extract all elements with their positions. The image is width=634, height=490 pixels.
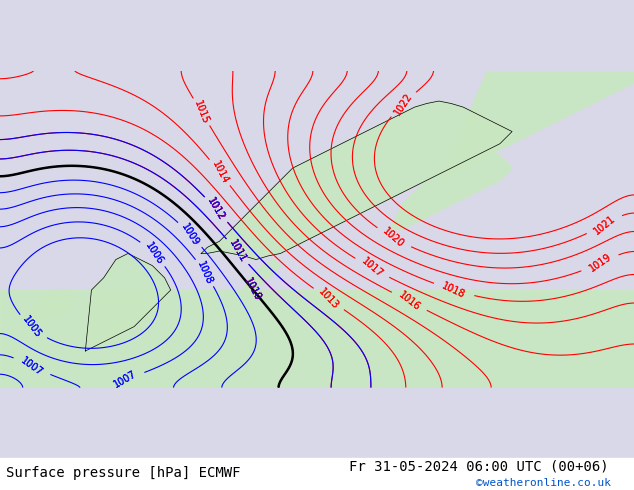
Polygon shape <box>24 290 73 327</box>
Text: 1011: 1011 <box>227 239 248 265</box>
Text: 1021: 1021 <box>592 213 617 236</box>
Text: 1010: 1010 <box>242 276 262 302</box>
Text: 1012: 1012 <box>205 196 227 222</box>
Text: 1016: 1016 <box>396 290 422 313</box>
Text: 1017: 1017 <box>359 256 385 280</box>
Text: 1015: 1015 <box>192 98 210 125</box>
Text: 1008: 1008 <box>195 260 214 286</box>
Text: Surface pressure [hPa] ECMWF: Surface pressure [hPa] ECMWF <box>6 466 241 480</box>
Text: 1013: 1013 <box>316 287 340 312</box>
Text: 1007: 1007 <box>19 355 45 377</box>
Text: 1020: 1020 <box>381 226 406 250</box>
Polygon shape <box>390 150 512 229</box>
Polygon shape <box>0 290 634 388</box>
Text: 1005: 1005 <box>20 314 43 340</box>
Text: 1020: 1020 <box>381 226 406 250</box>
Polygon shape <box>439 71 634 180</box>
Text: 1010: 1010 <box>242 276 262 302</box>
Polygon shape <box>86 253 171 351</box>
Text: 1006: 1006 <box>143 241 165 267</box>
Text: 1016: 1016 <box>396 290 422 313</box>
Text: 1014: 1014 <box>210 159 230 186</box>
Text: 1015: 1015 <box>192 98 210 125</box>
Text: 1007: 1007 <box>19 355 45 377</box>
Text: 1018: 1018 <box>441 280 467 300</box>
Text: 1008: 1008 <box>195 260 214 286</box>
Text: 1014: 1014 <box>210 159 230 186</box>
Polygon shape <box>201 101 512 260</box>
Text: 1009: 1009 <box>179 221 201 247</box>
Text: 1022: 1022 <box>392 91 414 117</box>
Text: 1007: 1007 <box>112 369 138 390</box>
Text: 1017: 1017 <box>359 256 385 280</box>
Text: 1006: 1006 <box>143 241 165 267</box>
Text: ©weatheronline.co.uk: ©weatheronline.co.uk <box>476 478 611 488</box>
Polygon shape <box>244 260 280 290</box>
Text: Fr 31-05-2024 06:00 UTC (00+06): Fr 31-05-2024 06:00 UTC (00+06) <box>349 460 609 473</box>
Text: 1011: 1011 <box>227 239 248 265</box>
Text: 1021: 1021 <box>592 213 617 236</box>
Text: 1013: 1013 <box>316 287 340 312</box>
Text: 1011: 1011 <box>227 239 248 265</box>
Text: 1011: 1011 <box>227 239 248 265</box>
Text: 1005: 1005 <box>20 314 43 340</box>
Text: 1007: 1007 <box>112 369 138 390</box>
Text: 1022: 1022 <box>392 91 414 117</box>
Text: 1012: 1012 <box>205 196 227 222</box>
Text: 1012: 1012 <box>205 196 227 222</box>
Text: 1010: 1010 <box>242 276 262 302</box>
Text: 1018: 1018 <box>441 280 467 300</box>
Text: 1019: 1019 <box>587 252 613 274</box>
Text: 1009: 1009 <box>179 221 201 247</box>
Text: 1019: 1019 <box>587 252 613 274</box>
Text: 1010: 1010 <box>242 276 262 302</box>
Text: 1012: 1012 <box>205 196 227 222</box>
